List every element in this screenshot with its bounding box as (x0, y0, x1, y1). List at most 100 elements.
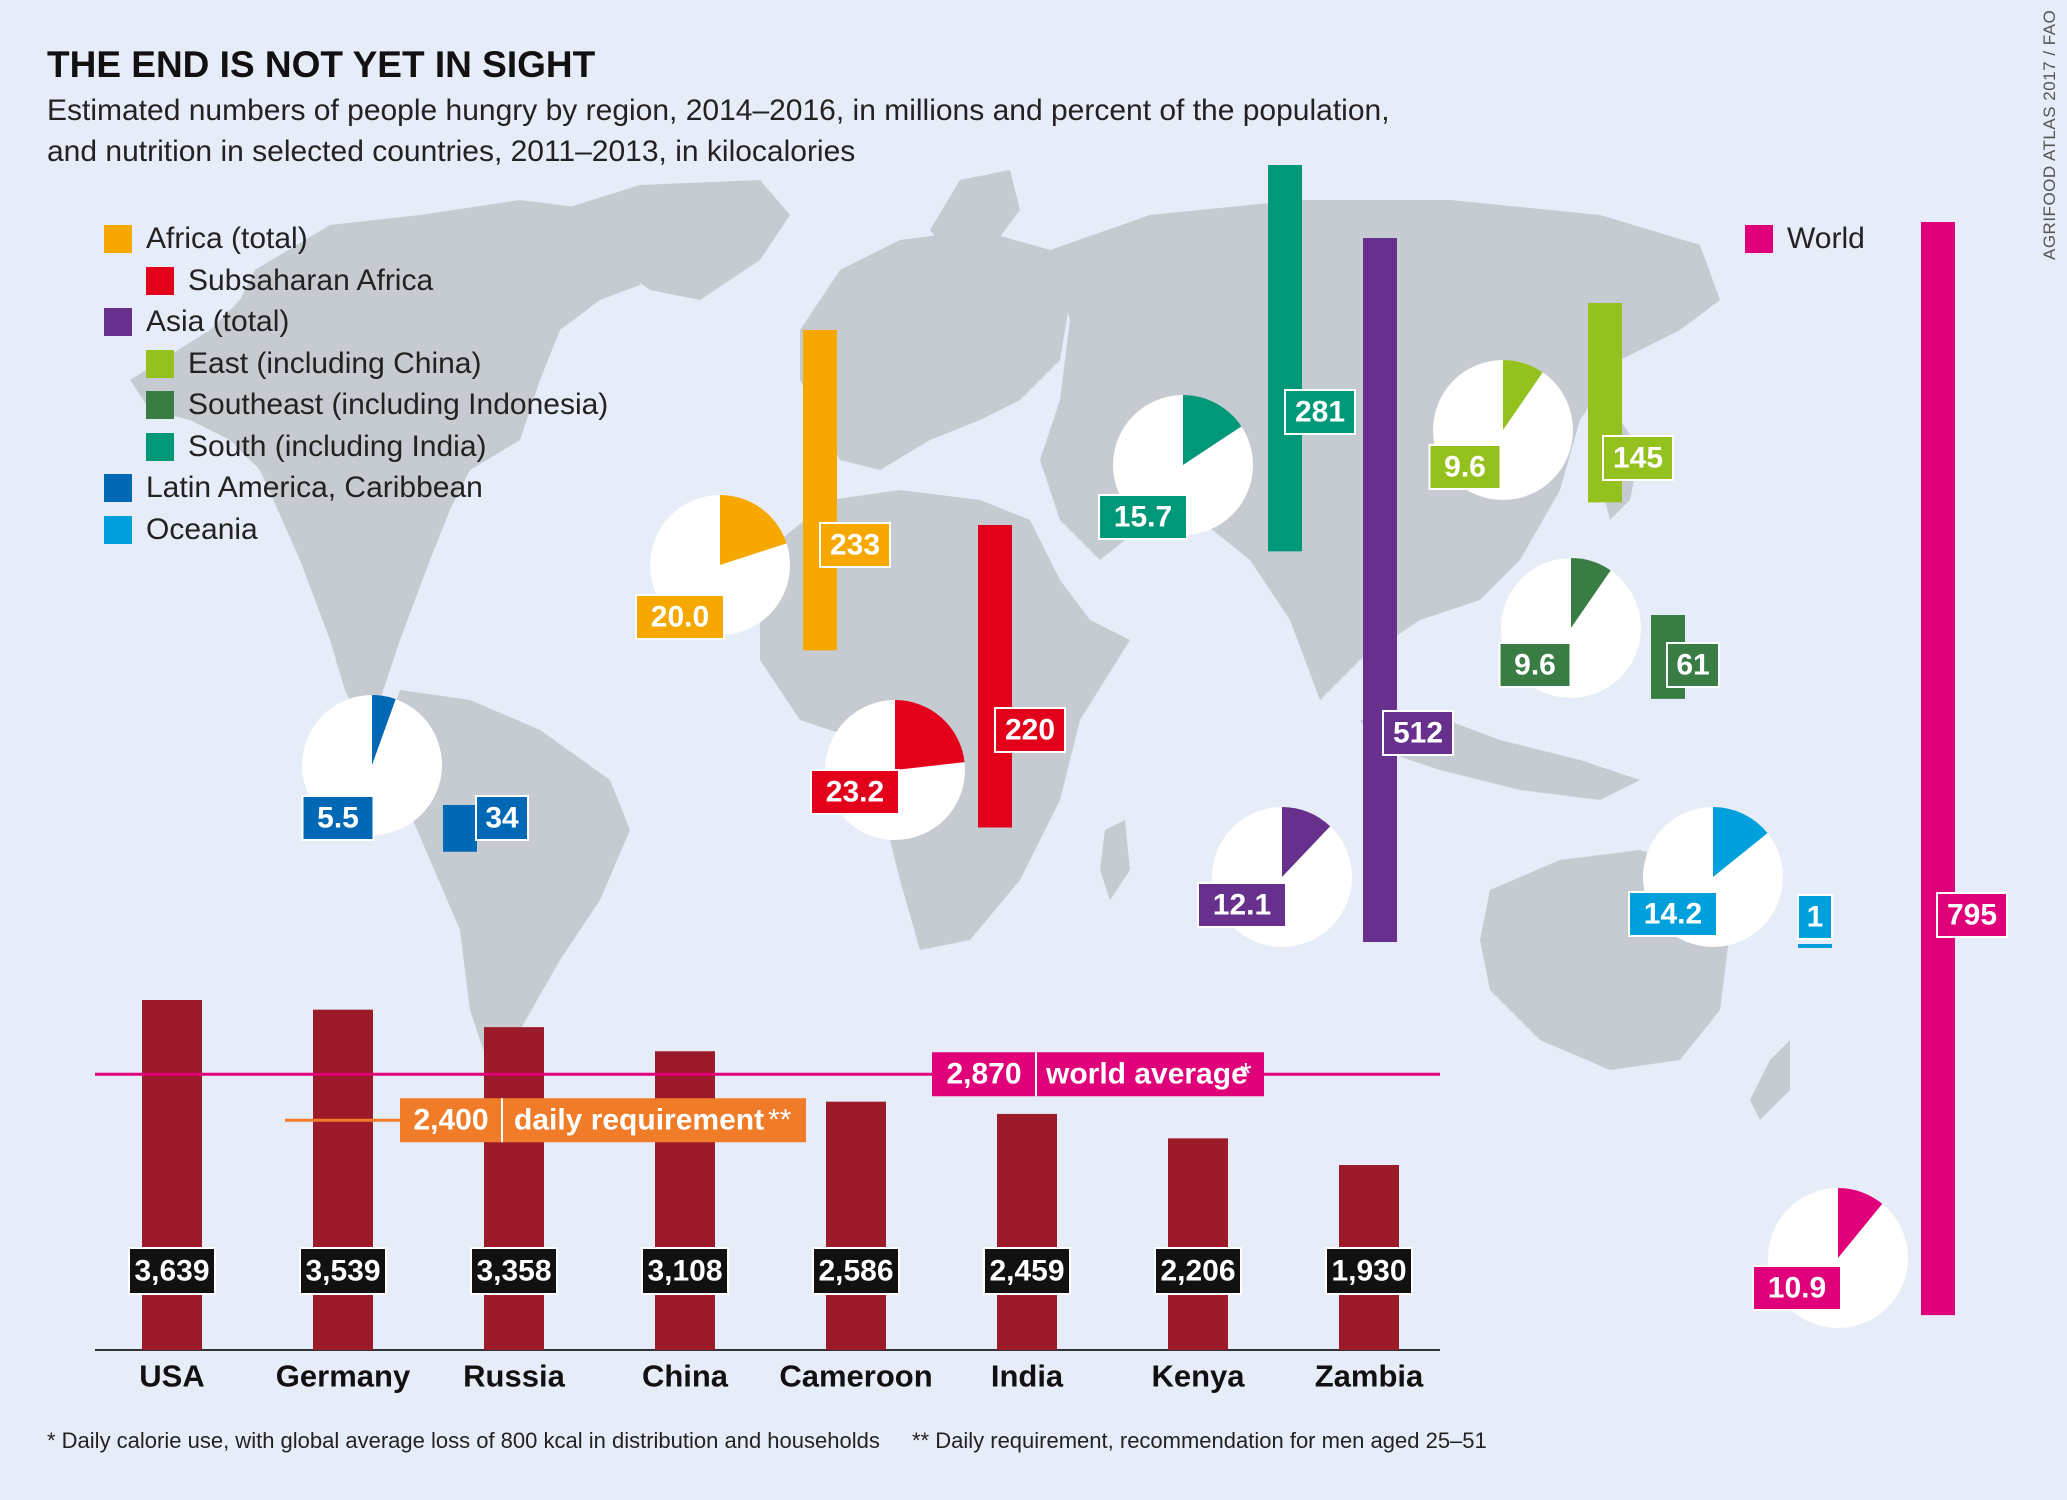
country-label-india: India (991, 1359, 1064, 1394)
region-latin-america-caribbean-percent-label-box (301, 795, 375, 841)
region-asia-total-value-label-box (1382, 710, 1454, 756)
legend-swatch (146, 391, 174, 419)
calorie-value-box-china (641, 1247, 729, 1295)
calorie-value-box-russia (470, 1247, 558, 1295)
region-world-value-label-box (1936, 892, 2008, 938)
world-average-label: world average (1045, 1058, 1248, 1091)
legend-item: Africa (total) (104, 221, 308, 257)
region-asia-total-bar (1363, 238, 1397, 942)
country-label-zambia: Zambia (1315, 1359, 1424, 1394)
legend-item: South (including India) (146, 429, 487, 465)
legend-swatch (104, 225, 132, 253)
country-label-china: China (642, 1359, 729, 1394)
legend-swatch (1745, 225, 1773, 253)
world-average-marker: * (1240, 1058, 1252, 1091)
legend-label: Oceania (146, 512, 258, 546)
calorie-bar-russia (484, 1027, 544, 1350)
region-asia-total-percent-label-box (1197, 882, 1287, 928)
calorie-bar-usa (142, 1000, 202, 1350)
footnote-daily-requirement: ** Daily requirement, recommendation for… (912, 1428, 1487, 1453)
subtitle-line-2: and nutrition in selected countries, 201… (47, 135, 856, 168)
calorie-bar-kenya (1168, 1138, 1228, 1350)
region-africa-total-percent-label: 20.0 (651, 601, 709, 634)
legend-item: Subsaharan Africa (146, 263, 433, 299)
legend-label: World (1787, 222, 1865, 255)
region-southeast-including-indonesia-percent-label-box (1498, 642, 1572, 688)
region-world-bar (1921, 222, 1955, 1316)
legend-item: Oceania (104, 512, 258, 548)
legend-swatch (104, 515, 132, 544)
map-north-america (130, 200, 650, 720)
country-label-russia: Russia (463, 1359, 565, 1394)
legend-swatch (104, 308, 132, 336)
legend-swatch (146, 266, 174, 295)
region-latin-america-caribbean-value-label: 34 (485, 802, 519, 835)
region-world-value-label: 795 (1947, 899, 1997, 932)
region-subsaharan-africa-bar (978, 525, 1012, 828)
region-east-including-china-value-label: 145 (1613, 442, 1663, 475)
calorie-bar-india (997, 1113, 1057, 1350)
region-africa-total-value-label: 233 (830, 529, 880, 562)
region-africa-total-value-label-box (819, 522, 891, 568)
country-label-cameroon: Cameroon (779, 1359, 932, 1394)
region-oceania-value-label-box (1797, 894, 1833, 940)
calorie-value-germany: 3,539 (305, 1255, 380, 1288)
region-subsaharan-africa-percent-label: 23.2 (826, 776, 884, 809)
legend-item: Asia (total) (104, 304, 289, 340)
legend-swatch (104, 474, 132, 502)
legend-swatch (146, 349, 174, 378)
calorie-bar-germany (313, 1009, 373, 1350)
region-southeast-including-indonesia-value-label: 61 (1676, 649, 1709, 682)
region-latin-america-caribbean-pie-slice (372, 694, 396, 765)
region-south-including-india-value-label-box (1284, 389, 1356, 435)
region-latin-america-caribbean-bar (443, 805, 477, 852)
region-south-including-india-value-label: 281 (1295, 396, 1345, 429)
calorie-value-india: 2,459 (989, 1255, 1064, 1288)
subtitle-line-1: Estimated numbers of people hungry by re… (47, 94, 1390, 127)
region-africa-total-percent-label-box (635, 594, 725, 640)
region-east-including-china-pie-slice (1503, 360, 1543, 430)
region-latin-america-caribbean-percent-label: 5.5 (317, 802, 359, 835)
world-average-box (932, 1052, 1264, 1097)
region-africa-total-bar (803, 330, 837, 651)
calorie-value-box-kenya (1154, 1247, 1242, 1295)
legend-item: Southeast (including Indonesia) (146, 387, 608, 423)
region-oceania-pie-slice (1713, 807, 1768, 877)
region-latin-america-caribbean-value-label-box (475, 795, 529, 841)
country-label-usa: USA (139, 1359, 204, 1394)
legend-label: Latin America, Caribbean (146, 471, 483, 504)
page-subtitle: Estimated numbers of people hungry by re… (47, 90, 1447, 172)
region-subsaharan-africa-pie-slice (895, 700, 965, 770)
daily-requirement-value: 2,400 (413, 1104, 488, 1137)
region-subsaharan-africa-percent-label-box (810, 769, 900, 815)
source-credit: AGRIFOOD ATLAS 2017 / FAO (2040, 9, 2059, 260)
region-south-including-india-pie-slice (1183, 395, 1242, 465)
map-south-america (385, 690, 630, 1070)
legend-label: Africa (total) (146, 222, 308, 255)
chart-layer: 233 20.0 220 23.2 512 12.1 145 9.6 61 9.6 281 15.7 3… (95, 165, 2008, 1394)
calorie-value-russia: 3,358 (476, 1255, 551, 1288)
map-europe (800, 230, 1070, 470)
region-east-including-china-percent-label-box (1428, 444, 1502, 490)
region-world-percent-label: 10.9 (1768, 1272, 1826, 1305)
region-oceania-percent-label: 14.2 (1644, 898, 1702, 931)
region-world-pie-slice (1838, 1188, 1883, 1258)
legend-label: Subsaharan Africa (188, 263, 434, 297)
legend-item: East (including China) (146, 346, 481, 382)
daily-requirement-box (400, 1098, 806, 1143)
calorie-value-kenya: 2,206 (1160, 1255, 1235, 1288)
map-scandinavia (930, 170, 1020, 255)
page-title: THE END IS NOT YET IN SIGHT (47, 44, 596, 85)
calorie-value-box-usa (128, 1247, 216, 1295)
region-africa-total-pie-slice (720, 495, 787, 565)
region-world-percent-label-box (1752, 1265, 1842, 1311)
calorie-value-box-india (983, 1247, 1071, 1295)
legend-label: Southeast (including Indonesia) (188, 388, 609, 421)
map-madagascar (1100, 820, 1130, 900)
legend-item: Latin America, Caribbean (104, 470, 483, 506)
map-greenland (560, 180, 790, 300)
country-label-germany: Germany (276, 1359, 411, 1394)
region-southeast-including-indonesia-percent-label: 9.6 (1514, 649, 1556, 682)
country-label-kenya: Kenya (1151, 1359, 1245, 1394)
